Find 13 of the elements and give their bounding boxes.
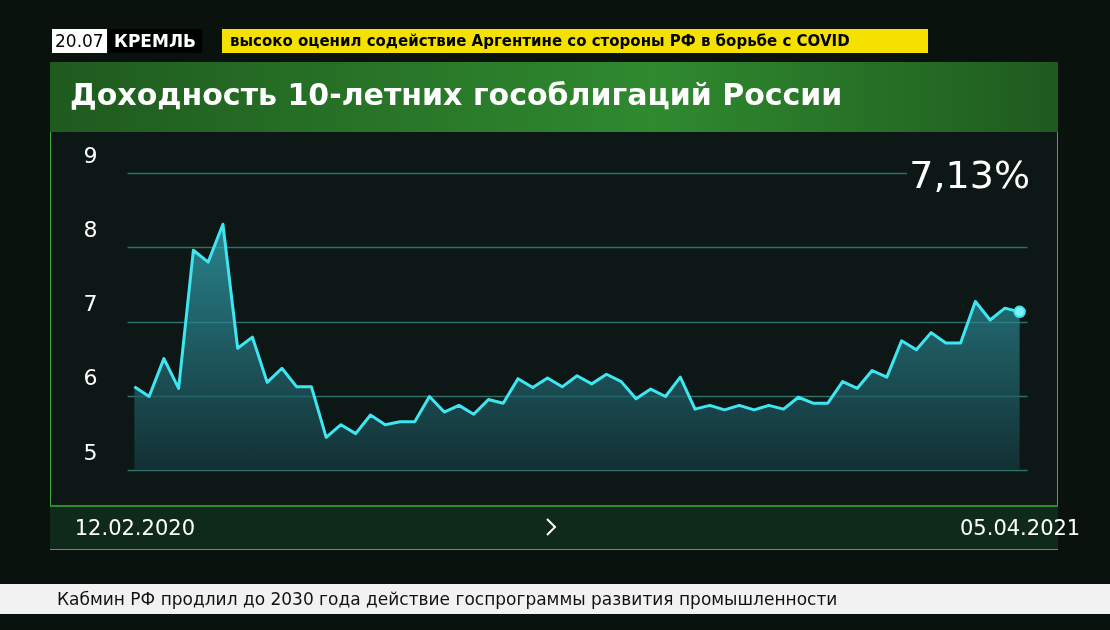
text: высоко оценил содействие Аргентине со стороны РФ в борьбе с COVID [222, 29, 928, 53]
y-tick-label: 5 [83, 439, 98, 465]
annotation: 7,13% [907, 152, 1032, 198]
text: Кабмин РФ продлил до 2030 года действие госпрограммы развития промышленности [0, 584, 1110, 614]
text: КРЕМЛЬ [108, 29, 202, 53]
y-tick-label: 6 [83, 365, 98, 391]
y-tick-label: 9 [83, 142, 98, 168]
y-tick-label: 7 [83, 291, 98, 316]
x-tick-label: 12.02.2020 [74, 515, 195, 540]
y-tick-label: 8 [83, 216, 98, 242]
x-tick-label: 05.04.2021 [960, 515, 1081, 540]
text: 20.07 [52, 29, 107, 53]
chart-title: Доходность 10-летних гособлигаций России [50, 62, 1058, 132]
